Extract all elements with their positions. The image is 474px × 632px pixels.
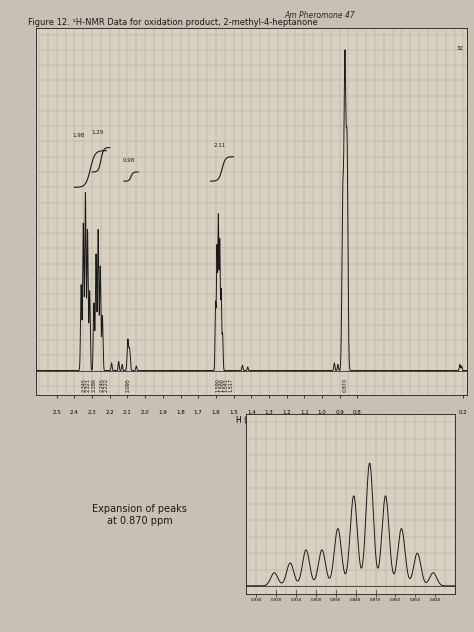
Text: 2.245: 2.245 — [100, 378, 104, 392]
Text: 2.286: 2.286 — [92, 378, 97, 392]
Text: 2.321: 2.321 — [86, 378, 91, 392]
Text: 1.98: 1.98 — [72, 133, 84, 138]
Text: Figure 12. ¹H-NMR Data for oxidation product, 2-methyl-4-heptanone: Figure 12. ¹H-NMR Data for oxidation pro… — [28, 18, 318, 27]
Text: 2.095: 2.095 — [126, 378, 131, 392]
Text: 1.590: 1.590 — [215, 378, 220, 392]
Text: 0.870: 0.870 — [342, 378, 347, 392]
Text: 2.222: 2.222 — [103, 378, 109, 392]
X-axis label: H (ppm): H (ppm) — [236, 416, 267, 425]
Text: Expansion of peaks
at 0.870 ppm: Expansion of peaks at 0.870 ppm — [92, 504, 187, 526]
Text: 32: 32 — [456, 46, 463, 51]
Text: 1.29: 1.29 — [91, 130, 103, 135]
Text: 0.98: 0.98 — [123, 158, 136, 163]
Text: Am Pheromone 47: Am Pheromone 47 — [284, 11, 355, 20]
Text: 1.541: 1.541 — [224, 378, 229, 392]
Text: 2.11: 2.11 — [213, 143, 226, 148]
Text: 1.566: 1.566 — [219, 378, 224, 392]
Text: 2.345: 2.345 — [82, 378, 87, 392]
Text: 1.517: 1.517 — [228, 378, 233, 392]
